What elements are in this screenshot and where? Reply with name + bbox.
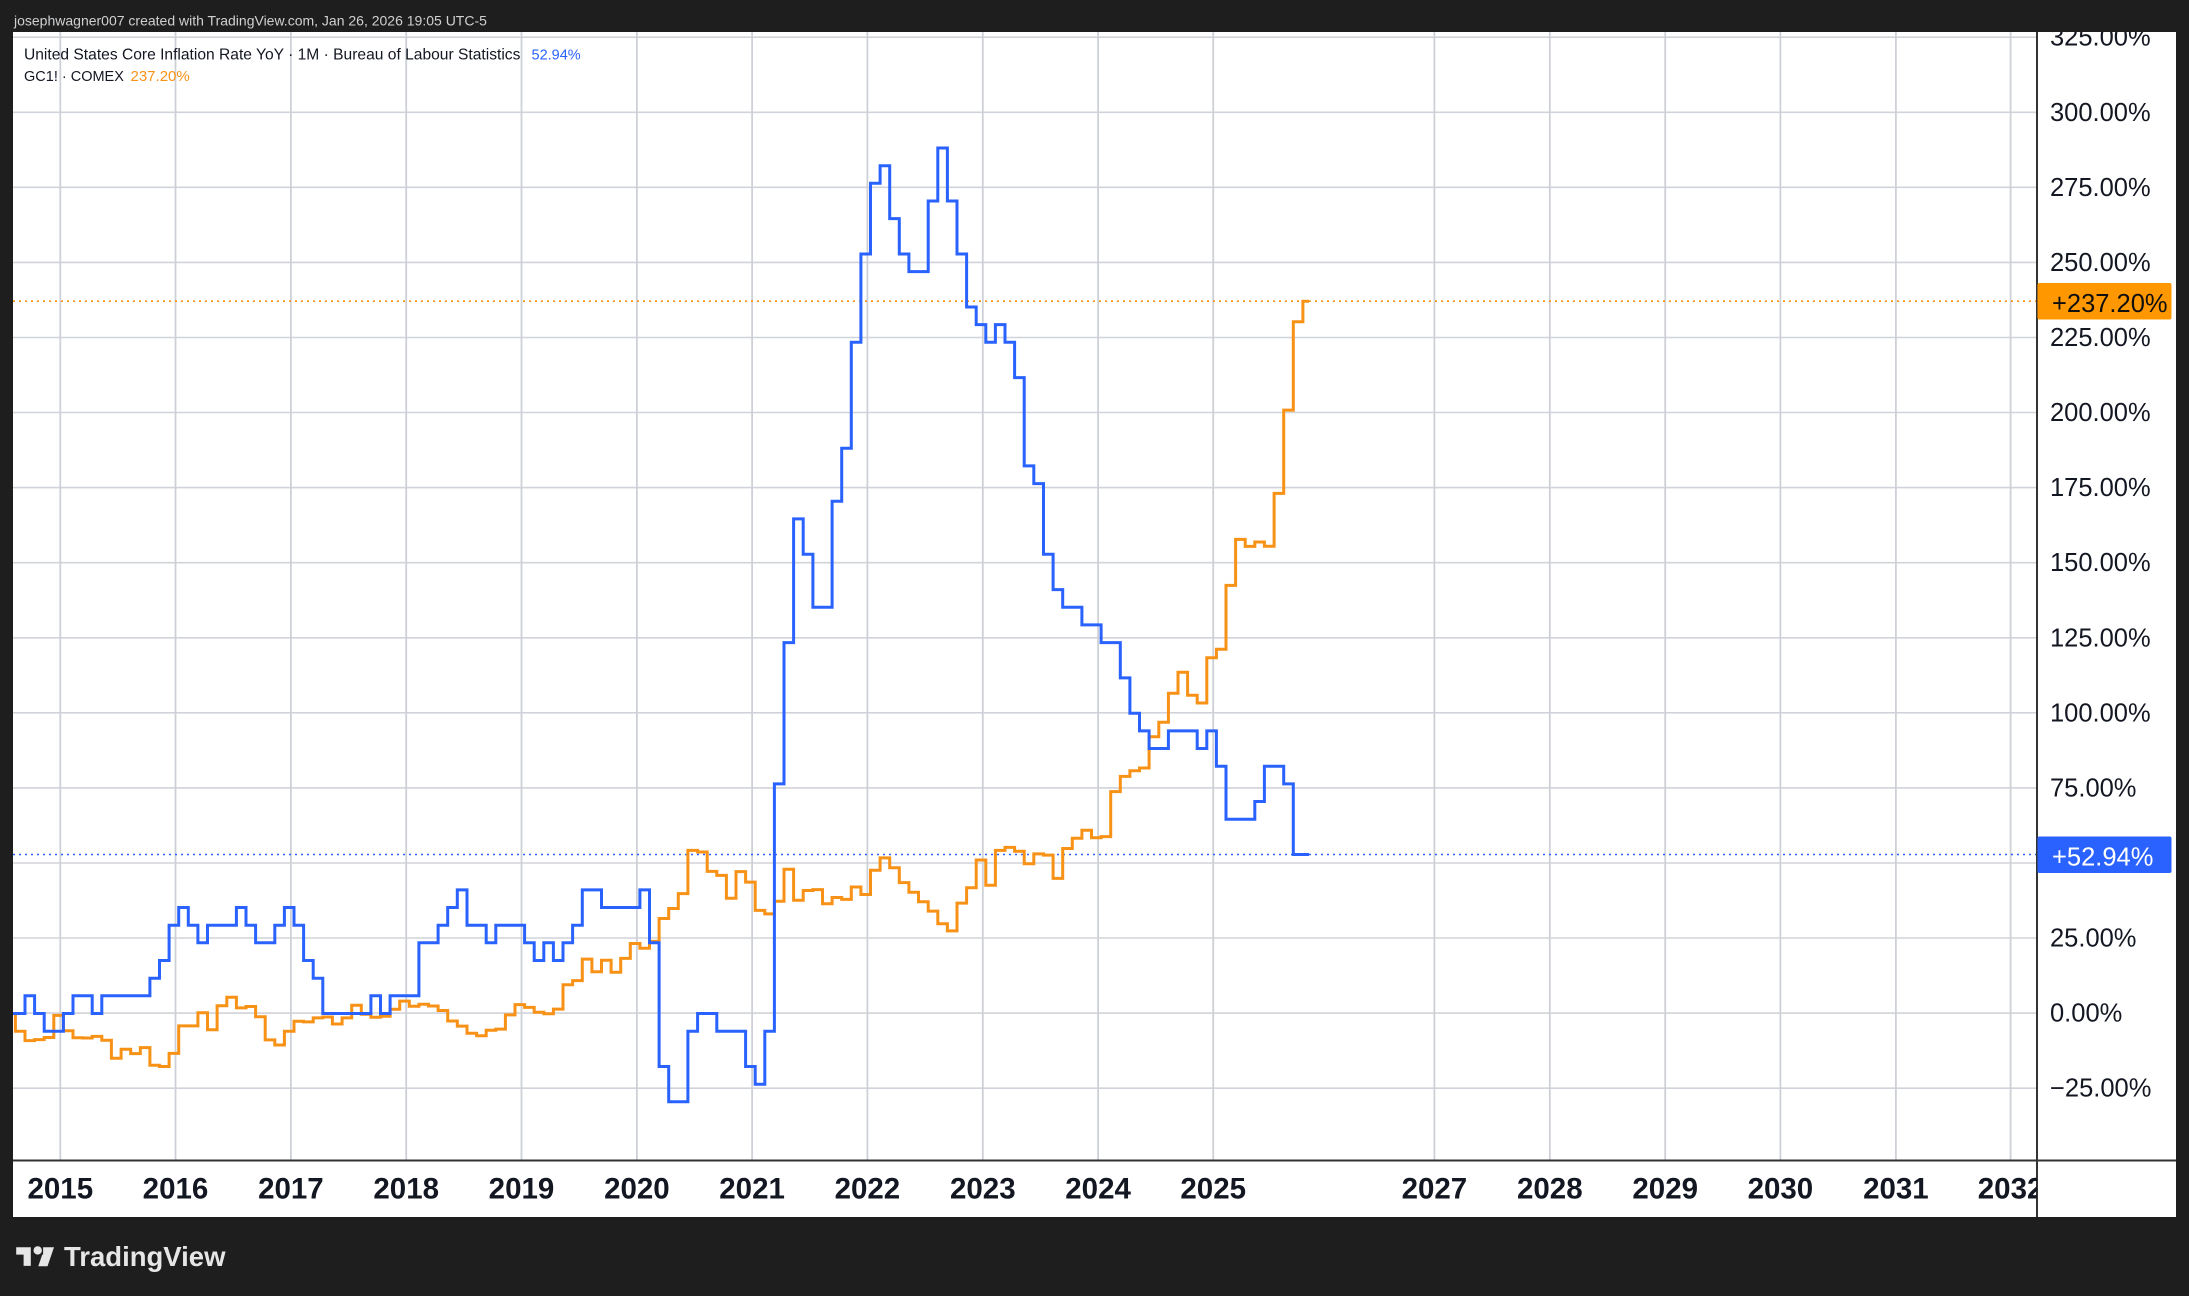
svg-text:2023: 2023 bbox=[950, 1173, 1016, 1206]
svg-text:2025: 2025 bbox=[1180, 1173, 1246, 1206]
svg-text:325.00%: 325.00% bbox=[2050, 24, 2151, 52]
svg-text:GC1! · COMEX: GC1! · COMEX bbox=[24, 69, 124, 85]
svg-text:2032: 2032 bbox=[1978, 1173, 2044, 1206]
svg-text:2027: 2027 bbox=[1402, 1173, 1468, 1206]
svg-text:United States Core Inflation R: United States Core Inflation Rate YoY · … bbox=[24, 47, 521, 64]
svg-text:225.00%: 225.00% bbox=[2050, 324, 2151, 352]
svg-text:2016: 2016 bbox=[143, 1173, 209, 1206]
svg-text:250.00%: 250.00% bbox=[2050, 249, 2151, 277]
svg-text:2019: 2019 bbox=[489, 1173, 555, 1206]
svg-text:2017: 2017 bbox=[258, 1173, 324, 1206]
svg-text:2024: 2024 bbox=[1065, 1173, 1131, 1206]
svg-text:0.00%: 0.00% bbox=[2050, 1000, 2122, 1028]
svg-text:+52.94%: +52.94% bbox=[2052, 844, 2153, 872]
svg-text:237.20%: 237.20% bbox=[131, 68, 190, 85]
svg-text:275.00%: 275.00% bbox=[2050, 174, 2151, 202]
svg-text:−25.00%: −25.00% bbox=[2050, 1075, 2151, 1103]
svg-text:52.94%: 52.94% bbox=[532, 48, 581, 64]
svg-text:150.00%: 150.00% bbox=[2050, 549, 2151, 577]
svg-text:2020: 2020 bbox=[604, 1173, 670, 1206]
svg-text:300.00%: 300.00% bbox=[2050, 99, 2151, 127]
svg-text:100.00%: 100.00% bbox=[2050, 699, 2151, 727]
svg-text:2030: 2030 bbox=[1748, 1173, 1814, 1206]
svg-text:175.00%: 175.00% bbox=[2050, 474, 2151, 502]
svg-text:+237.20%: +237.20% bbox=[2052, 290, 2168, 318]
svg-text:75.00%: 75.00% bbox=[2050, 774, 2137, 802]
svg-text:2028: 2028 bbox=[1517, 1173, 1583, 1206]
svg-text:2022: 2022 bbox=[835, 1173, 901, 1206]
svg-text:TradingView: TradingView bbox=[64, 1241, 226, 1272]
svg-text:125.00%: 125.00% bbox=[2050, 624, 2151, 652]
svg-text:2031: 2031 bbox=[1863, 1173, 1929, 1206]
svg-text:25.00%: 25.00% bbox=[2050, 925, 2137, 953]
svg-text:200.00%: 200.00% bbox=[2050, 399, 2151, 427]
svg-text:2015: 2015 bbox=[27, 1173, 93, 1206]
svg-text:2029: 2029 bbox=[1632, 1173, 1698, 1206]
svg-text:2021: 2021 bbox=[719, 1173, 785, 1206]
svg-text:2018: 2018 bbox=[373, 1173, 439, 1206]
svg-text:josephwagner007 created with T: josephwagner007 created with TradingView… bbox=[13, 13, 487, 29]
